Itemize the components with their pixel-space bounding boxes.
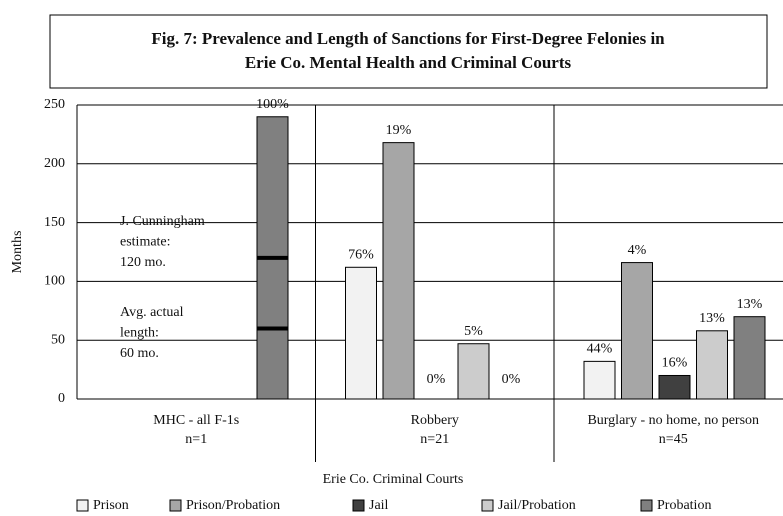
annotation-text: Avg. actual [120, 305, 184, 320]
y-tick-label: 250 [44, 97, 65, 112]
data-label: 0% [427, 372, 446, 387]
bar [658, 374, 691, 400]
data-label: 44% [587, 342, 613, 357]
bar [733, 316, 766, 400]
y-tick-label: 0 [58, 391, 65, 406]
annotation-text: 60 mo. [120, 346, 159, 361]
legend-swatch [481, 499, 494, 512]
annotation-text: J. Cunningham [120, 214, 205, 229]
data-label: 76% [348, 248, 374, 263]
x-tick-label: n=45 [659, 432, 688, 447]
annotation-text: 120 mo. [120, 255, 166, 270]
data-label: 13% [737, 297, 763, 312]
y-tick-label: 50 [51, 332, 65, 347]
y-tick-label: 200 [44, 156, 65, 171]
legend-swatch [640, 499, 653, 512]
legend-swatch [352, 499, 365, 512]
chart-title: Erie Co. Mental Health and Criminal Cour… [245, 53, 572, 72]
x-tick-label: Burglary - no home, no person [587, 413, 759, 428]
data-label: 13% [699, 311, 725, 326]
data-label: 5% [464, 324, 483, 339]
x-tick-label: Robbery [411, 413, 459, 428]
legend-label: Probation [657, 498, 711, 513]
data-label: 16% [662, 356, 688, 371]
legend-swatch [169, 499, 182, 512]
data-label: 0% [502, 372, 521, 387]
data-label: 19% [386, 123, 412, 138]
y-axis-title: Months [10, 231, 25, 274]
annotation-text: estimate: [120, 235, 171, 250]
legend-label: Jail [369, 498, 389, 513]
bar [382, 142, 415, 400]
y-tick-label: 100 [44, 274, 65, 289]
legend-label: Prison [93, 498, 129, 513]
y-tick-label: 150 [44, 215, 65, 230]
bar [696, 330, 728, 400]
legend-label: Prison/Probation [186, 498, 280, 513]
legend-label: Jail/Probation [498, 498, 576, 513]
x-tick-label: MHC - all F-1s [153, 413, 239, 428]
bar [621, 262, 653, 400]
chart-title: Fig. 7: Prevalence and Length of Sanctio… [151, 29, 665, 48]
data-label: 100% [256, 97, 289, 112]
legend-swatch [76, 499, 89, 512]
bar [583, 360, 616, 400]
title-box [49, 14, 768, 89]
data-label: 4% [628, 243, 647, 258]
annotation-text: length: [120, 326, 159, 341]
x-tick-label: n=21 [420, 432, 449, 447]
x-axis-title: Erie Co. Criminal Courts [323, 472, 464, 487]
bar [457, 343, 490, 400]
bar [345, 266, 377, 400]
x-tick-label: n=1 [185, 432, 207, 447]
